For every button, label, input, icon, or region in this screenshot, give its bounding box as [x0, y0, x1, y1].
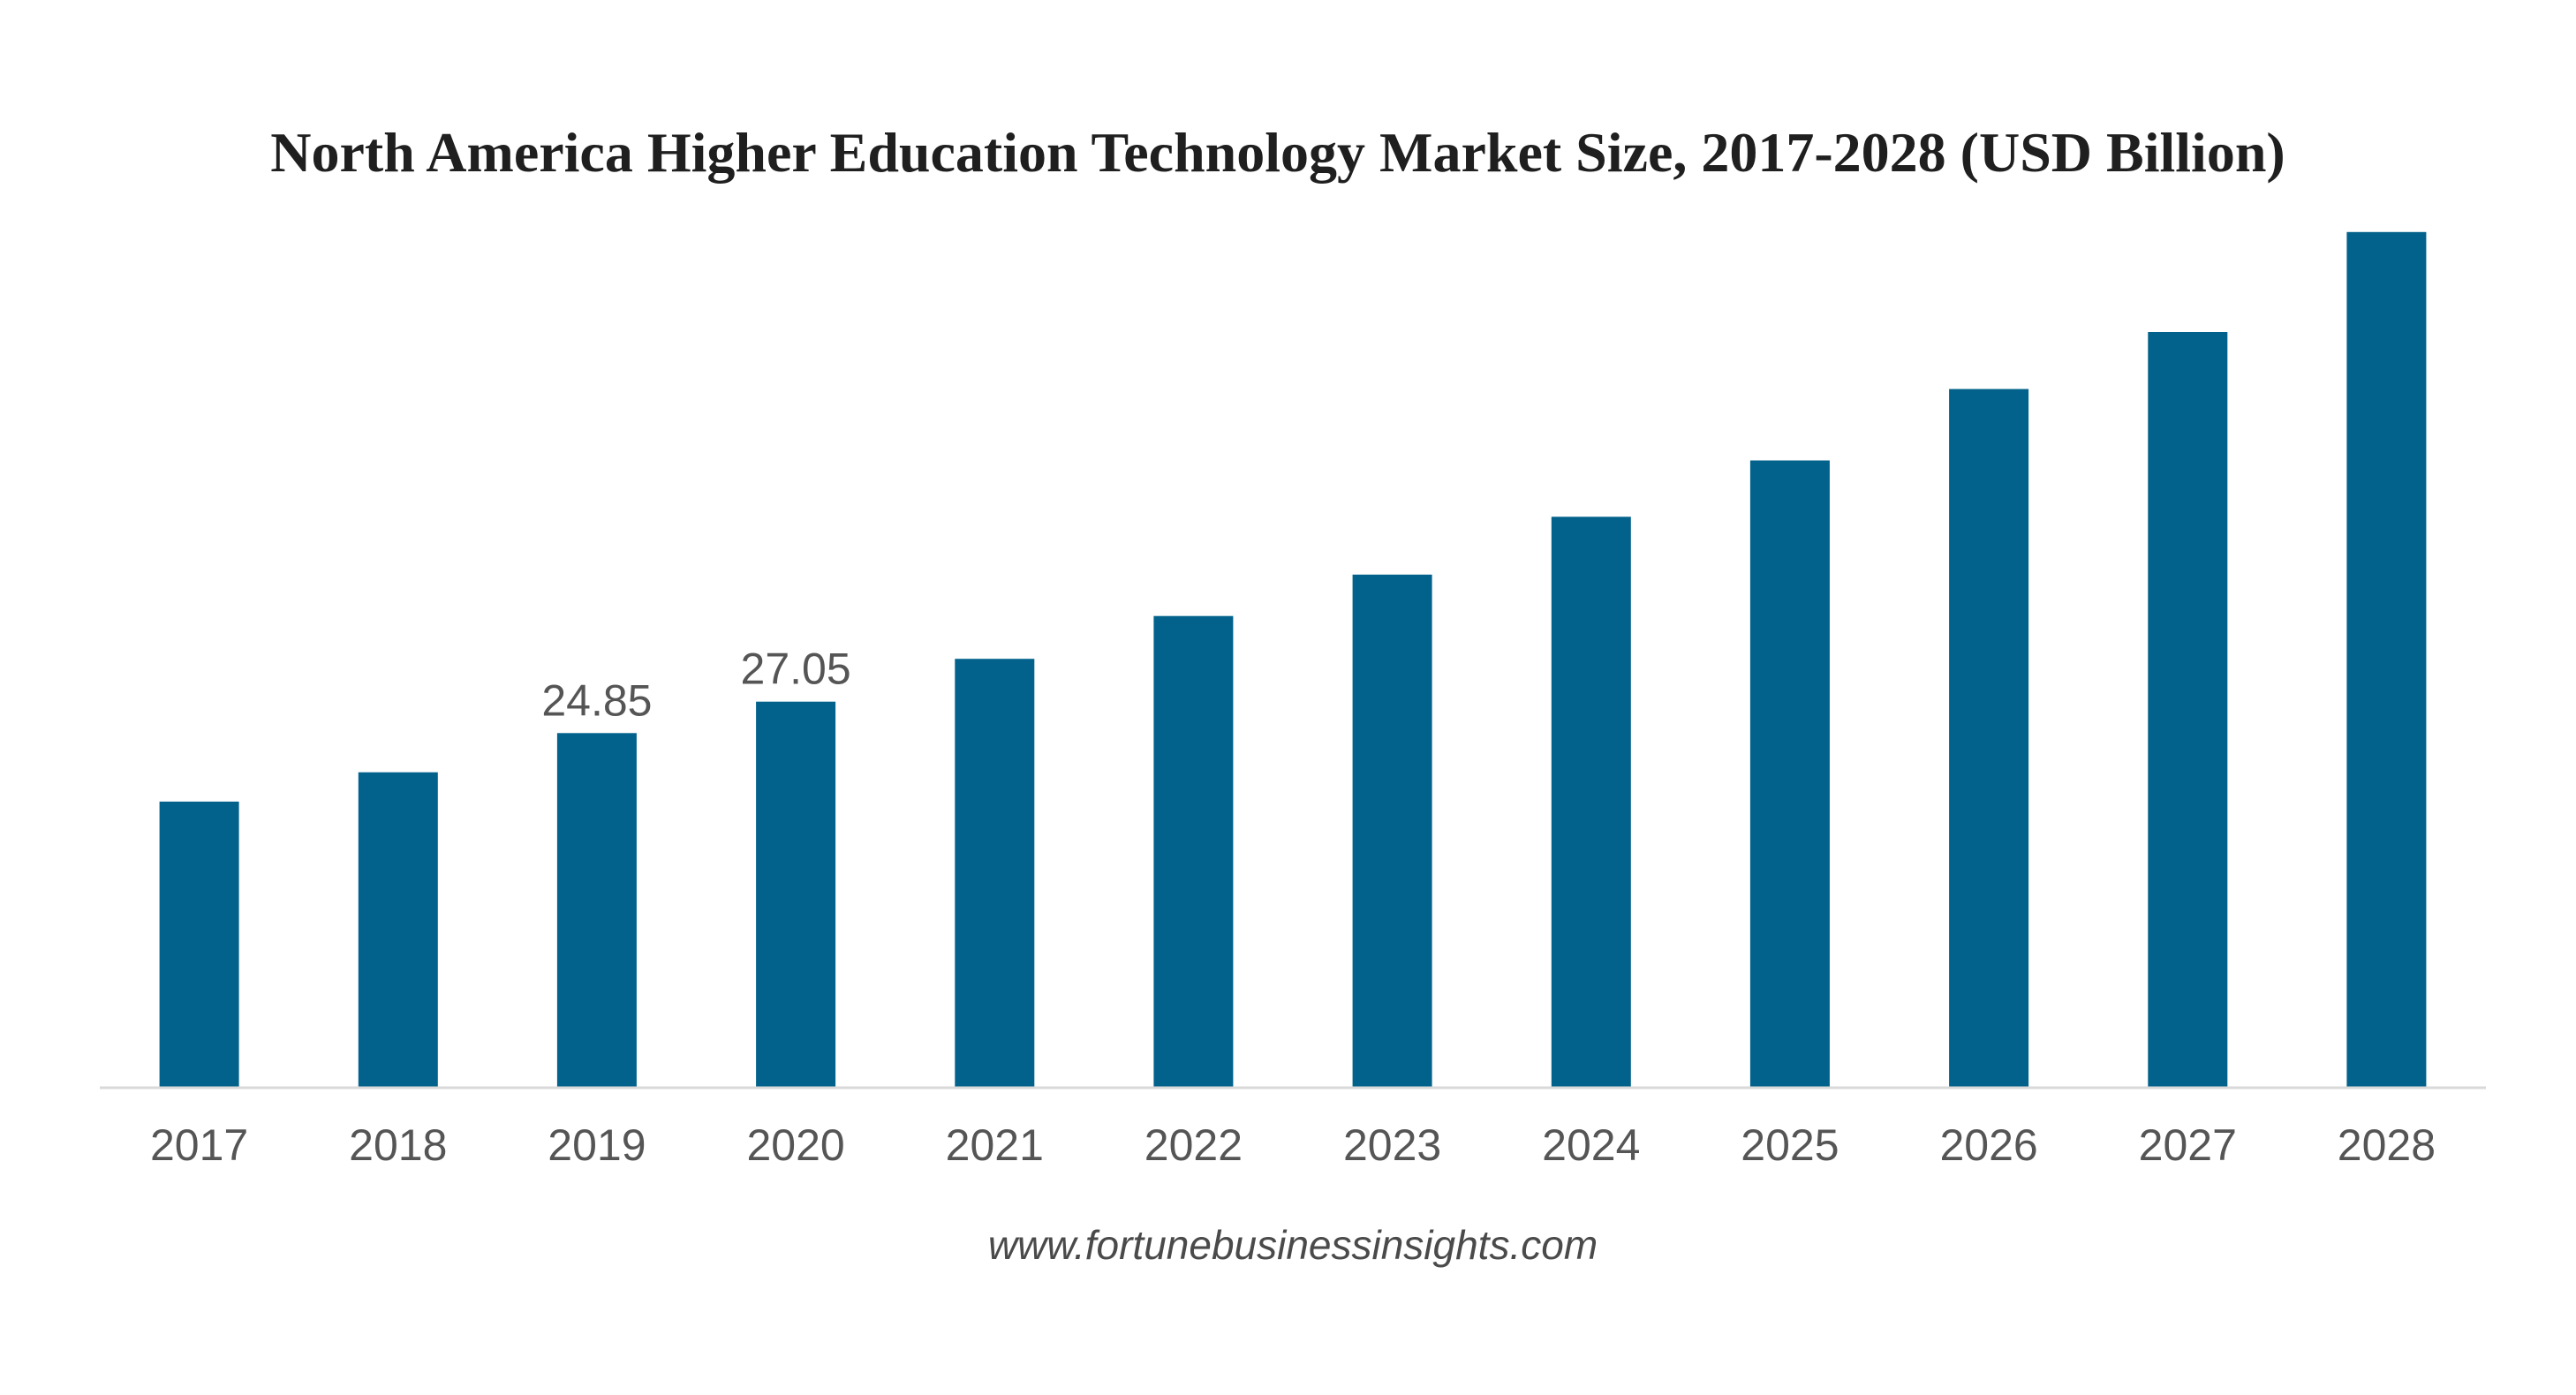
bar-2019	[556, 733, 637, 1088]
x-tick-label-2023: 2023	[1343, 1120, 1441, 1170]
data-labels-group: 24.85 27.05	[541, 645, 850, 726]
x-tick-label-2025: 2025	[1741, 1120, 1839, 1170]
bar-2023	[1352, 574, 1432, 1088]
bar-2025	[1749, 460, 1830, 1088]
bar-2021	[955, 659, 1035, 1088]
data-label-2020: 27.05	[741, 645, 851, 694]
data-label-2019: 24.85	[541, 675, 652, 725]
x-tick-label-2020: 2020	[746, 1120, 844, 1170]
x-tick-label-2028: 2028	[2338, 1120, 2436, 1170]
bar-2022	[1153, 615, 1234, 1088]
bars-group	[159, 231, 2427, 1089]
x-tick-label-2018: 2018	[349, 1120, 447, 1170]
x-tick-label-2019: 2019	[548, 1120, 646, 1170]
bar-2026	[1949, 388, 2029, 1089]
x-tick-label-2022: 2022	[1144, 1120, 1243, 1170]
x-tick-label-2024: 2024	[1542, 1120, 1640, 1170]
bar-2020	[756, 701, 836, 1088]
bar-2017	[159, 801, 239, 1088]
bar-2027	[2148, 332, 2228, 1088]
bar-2018	[358, 772, 438, 1088]
x-tick-label-2027: 2027	[2139, 1120, 2237, 1170]
bar-2024	[1551, 517, 1631, 1088]
bar-2028	[2346, 231, 2427, 1088]
source-text: www.fortunebusinessinsights.com	[988, 1222, 1598, 1268]
x-tick-label-2017: 2017	[150, 1120, 248, 1170]
chart-title: North America Higher Education Technolog…	[270, 121, 2285, 184]
x-tick-labels-group: 2017 2018 2019 2020 2021 2022 2023 2024 2025 2026…	[150, 1120, 2436, 1170]
x-tick-label-2026: 2026	[1939, 1120, 2037, 1170]
x-tick-label-2021: 2021	[946, 1120, 1044, 1170]
